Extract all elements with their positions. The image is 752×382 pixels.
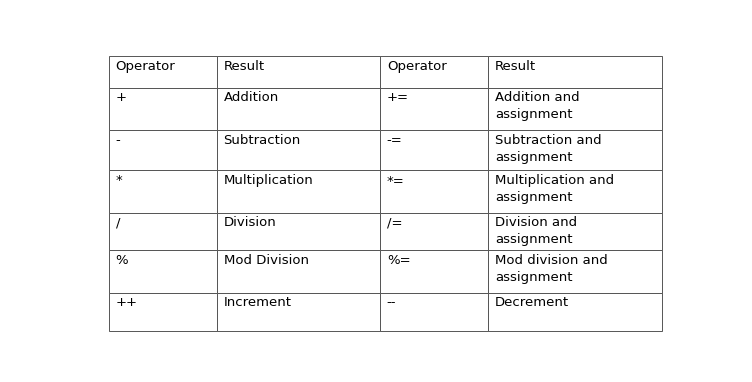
Text: Subtraction: Subtraction — [223, 134, 301, 147]
Bar — [217, 250, 380, 293]
Bar — [217, 56, 380, 88]
Text: Addition and
assignment: Addition and assignment — [495, 91, 580, 121]
Text: -: - — [116, 134, 120, 147]
Text: Mod Division: Mod Division — [223, 254, 308, 267]
Text: /=: /= — [387, 217, 402, 230]
Text: Subtraction and
assignment: Subtraction and assignment — [495, 134, 602, 164]
Text: %=: %= — [387, 254, 411, 267]
Text: %: % — [116, 254, 128, 267]
Text: -=: -= — [387, 134, 402, 147]
Text: Decrement: Decrement — [495, 296, 569, 309]
Text: Operator: Operator — [116, 60, 175, 73]
Bar — [108, 56, 217, 88]
Text: Multiplication and
assignment: Multiplication and assignment — [495, 174, 614, 204]
Bar — [217, 88, 380, 130]
Text: /: / — [116, 217, 120, 230]
Text: ++: ++ — [116, 296, 138, 309]
Bar — [488, 88, 663, 130]
Bar — [108, 130, 217, 170]
Bar — [217, 170, 380, 213]
Bar — [108, 213, 217, 250]
Bar — [488, 130, 663, 170]
Text: Mod division and
assignment: Mod division and assignment — [495, 254, 608, 283]
Text: +: + — [116, 91, 126, 104]
Bar — [217, 130, 380, 170]
Bar — [488, 293, 663, 331]
Text: Result: Result — [223, 60, 265, 73]
Bar — [488, 56, 663, 88]
Text: Addition: Addition — [223, 91, 279, 104]
Text: +=: += — [387, 91, 409, 104]
Text: *=: *= — [387, 174, 405, 187]
Bar — [488, 250, 663, 293]
Text: Result: Result — [495, 60, 536, 73]
Text: *: * — [116, 174, 123, 187]
Bar — [108, 88, 217, 130]
Bar — [380, 250, 488, 293]
Text: Operator: Operator — [387, 60, 447, 73]
Text: Division: Division — [223, 217, 276, 230]
Bar — [380, 130, 488, 170]
Bar — [108, 170, 217, 213]
Text: Division and
assignment: Division and assignment — [495, 217, 577, 246]
Text: --: -- — [387, 296, 396, 309]
Bar — [217, 213, 380, 250]
Bar — [488, 213, 663, 250]
Bar — [380, 213, 488, 250]
Bar — [108, 293, 217, 331]
Bar — [380, 88, 488, 130]
Text: Multiplication: Multiplication — [223, 174, 314, 187]
Bar — [108, 250, 217, 293]
Text: Increment: Increment — [223, 296, 292, 309]
Bar — [488, 170, 663, 213]
Bar — [217, 293, 380, 331]
Bar — [380, 56, 488, 88]
Bar — [380, 170, 488, 213]
Bar — [380, 293, 488, 331]
